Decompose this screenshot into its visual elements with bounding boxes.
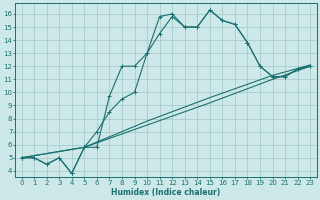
X-axis label: Humidex (Indice chaleur): Humidex (Indice chaleur) bbox=[111, 188, 220, 197]
